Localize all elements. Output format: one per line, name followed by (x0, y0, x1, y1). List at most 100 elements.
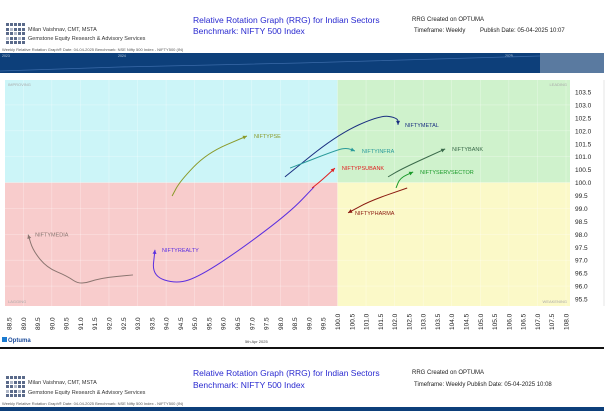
publish-date: Publish Date: 05-04-2025 10:07 (480, 28, 565, 34)
chart-subtitle: Weekly Relative Rotation Graph® Date: 04… (2, 401, 184, 406)
x-tick-label: 98.0 (278, 317, 285, 330)
series-arrow-head (348, 209, 353, 213)
benchmark-title: Benchmark: NIFTY 500 Index (193, 380, 305, 390)
timeline-selection[interactable] (540, 53, 604, 73)
x-tick-label: 106.5 (521, 313, 528, 330)
x-tick-label: 89.5 (35, 317, 42, 330)
quadrant-label: LEADING (549, 82, 567, 87)
series-arrow-head (330, 168, 335, 173)
created-note: RRG Created on OPTUMA (412, 17, 485, 23)
series-arrow-head (440, 148, 446, 153)
optuma-logo: Optuma (2, 337, 31, 344)
x-tick-label: 93.0 (135, 317, 142, 330)
x-tick-label: 95.5 (206, 317, 213, 330)
x-tick-label: 88.5 (7, 317, 14, 330)
timeline-scrollbar[interactable]: 2023 2024 2025 (0, 53, 604, 73)
x-tick-label: 104.0 (449, 313, 456, 330)
series-label: NIFTYPSUBANK (342, 166, 385, 172)
x-tick-label: 102.0 (392, 313, 399, 330)
quadrant-weakening (337, 182, 570, 306)
series-arrow-head (408, 171, 414, 176)
author-name: Milan Vaishnav, CMT, MSTA (28, 27, 97, 33)
y-tick-label: 99.0 (575, 206, 588, 213)
x-tick-label: 92.5 (121, 317, 128, 330)
quadrant-leading (337, 80, 570, 183)
x-tick-label: 105.5 (492, 313, 499, 330)
x-tick-label: 103.5 (435, 313, 442, 330)
y-tick-label: 95.5 (575, 297, 588, 304)
timeframe: Timeframe: Weekly (414, 28, 466, 34)
series-label: NIFTYMETAL (405, 123, 439, 129)
y-tick-label: 101.5 (575, 141, 592, 148)
timeline-label: 2024 (118, 54, 126, 58)
x-tick-label: 97.5 (264, 317, 271, 330)
series-label: NIFTYPSE (254, 134, 281, 140)
x-tick-label: 100.0 (335, 313, 342, 330)
series-label: NIFTYPHARMA (355, 211, 395, 217)
series-trail (311, 167, 336, 189)
series-arrow-head (350, 147, 355, 152)
series-arrow-head (152, 249, 157, 255)
series-arrow-head (242, 135, 247, 140)
author-name: Milan Vaishnav, CMT, MSTA (28, 380, 97, 386)
x-tick-label: 91.5 (92, 317, 99, 330)
x-tick-label: 102.5 (406, 313, 413, 330)
series-trail (27, 234, 134, 284)
y-tick-label: 97.5 (575, 245, 588, 252)
series-trail (284, 115, 399, 178)
x-tick-label: 101.5 (378, 313, 385, 330)
timeline-label: 2023 (2, 54, 10, 58)
series-trail (152, 186, 315, 283)
x-tick-label: 90.0 (49, 317, 56, 330)
timeline-label: 2025 (505, 54, 513, 58)
timeline-scrollbar[interactable] (0, 407, 604, 411)
y-tick-label: 96.5 (575, 271, 588, 278)
series-trail (395, 171, 414, 189)
quadrant-lagging (5, 182, 338, 306)
x-tick-label: 99.5 (321, 317, 328, 330)
x-tick-label: 108.0 (564, 313, 571, 330)
series-trail (171, 135, 248, 197)
series-label: NIFTYREALTY (162, 248, 199, 254)
y-tick-label: 103.5 (575, 90, 592, 97)
y-tick-label: 97.0 (575, 258, 588, 265)
series-label: NIFTYSERVSECTOR (420, 170, 474, 176)
page-title: Relative Rotation Graph (RRG) for Indian… (193, 368, 380, 378)
y-tick-label: 100.5 (575, 167, 592, 174)
benchmark-title: Benchmark: NIFTY 500 Index (193, 26, 305, 36)
y-tick-label: 99.5 (575, 193, 588, 200)
x-tick-label: 100.5 (349, 313, 356, 330)
x-tick-label: 104.5 (464, 313, 471, 330)
y-tick-label: 103.0 (575, 102, 592, 109)
timeline-line (0, 55, 540, 72)
quadrant-label: IMPROVING (8, 82, 31, 87)
series-label: NIFTYMEDIA (35, 233, 69, 239)
x-tick-label: 99.0 (306, 317, 313, 330)
x-tick-label: 105.0 (478, 313, 485, 330)
y-tick-label: 101.0 (575, 154, 592, 161)
y-tick-label: 102.0 (575, 128, 592, 135)
series-label: NIFTYBANK (452, 147, 483, 153)
footer-date: 5th Apr 2025 (245, 339, 268, 344)
x-tick-label: 96.0 (221, 317, 228, 330)
x-tick-label: 97.0 (249, 317, 256, 330)
company-name: Gemstone Equity Research & Advisory Serv… (28, 36, 146, 42)
x-tick-label: 103.0 (421, 313, 428, 330)
y-tick-label: 102.5 (575, 115, 592, 122)
x-tick-label: 94.5 (178, 317, 185, 330)
series-trail (289, 148, 356, 169)
series-arrow-head (396, 120, 401, 125)
divider (0, 347, 604, 349)
x-tick-label: 95.0 (192, 317, 199, 330)
page-title: Relative Rotation Graph (RRG) for Indian… (193, 15, 380, 25)
series-arrow-head (27, 234, 32, 239)
x-tick-label: 89.0 (21, 317, 28, 330)
x-tick-label: 96.5 (235, 317, 242, 330)
series-trail (387, 148, 446, 178)
y-tick-label: 98.0 (575, 232, 588, 239)
x-tick-label: 106.0 (506, 313, 513, 330)
logo (6, 23, 26, 45)
x-tick-label: 98.5 (292, 317, 299, 330)
y-tick-label: 100.0 (575, 180, 592, 187)
x-tick-label: 107.0 (535, 313, 542, 330)
